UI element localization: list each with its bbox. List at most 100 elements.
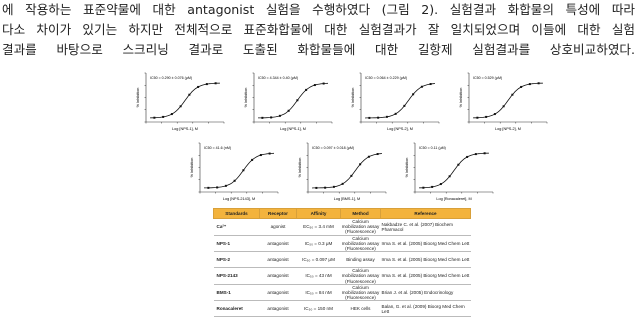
fit-curve	[204, 152, 275, 189]
data-point	[268, 152, 271, 155]
table-cell: Brian J. et al. (2005) Endocrinology	[380, 284, 471, 302]
ic50-label: IC50 = 0.11 (μM)	[419, 146, 446, 150]
fit-curve	[311, 153, 383, 189]
ic50-label: IC50 = 0.290 ± 0.076 (μM)	[150, 76, 192, 80]
table-cell: IC₅₀ = 43 nM	[296, 267, 341, 285]
data-point	[485, 115, 488, 118]
table-cell: NPS-2143	[213, 267, 260, 285]
dose-response-plot: IC50 = 0.529 (μM) % Inhibition Log [NPS-2]…	[459, 72, 548, 131]
data-point	[305, 88, 308, 91]
column-header: Receptor	[259, 208, 297, 219]
x-axis-label: Log [NPS-2], M	[387, 127, 413, 131]
data-point	[259, 154, 262, 157]
data-point	[216, 186, 219, 189]
data-point	[483, 152, 486, 155]
dose-response-plot: IC50 = 41.6 (nM) % Inhibition Log [NPS-214…	[190, 142, 279, 201]
data-point	[493, 113, 496, 116]
data-point	[511, 93, 514, 96]
data-point	[313, 84, 316, 87]
data-point	[170, 113, 173, 116]
dose-response-plot: IC50 = 0.290 ± 0.076 (μM) % Inhibition Log…	[136, 72, 225, 131]
data-point	[520, 85, 523, 88]
table-cell: Calcium mobilization assay (Fluorescence…	[340, 284, 381, 302]
table-cell: Irma S. et al. (2005) Bioorg Med Chem Le…	[380, 235, 471, 253]
data-point	[420, 85, 423, 88]
fit-curve	[472, 82, 544, 119]
data-point	[341, 182, 344, 185]
table-cell: antagonist	[259, 235, 297, 253]
data-point	[359, 163, 362, 166]
data-point	[422, 186, 425, 189]
data-point	[224, 184, 227, 187]
data-point	[287, 109, 290, 112]
y-axis-label: % Inhibition	[459, 88, 463, 108]
y-axis-label: % Inhibition	[244, 88, 248, 108]
x-axis-label: Log [NPS-2], M	[495, 127, 521, 131]
data-point	[429, 83, 432, 86]
data-point	[466, 155, 469, 158]
table-row: BMS-1 antagonist IC₅₀ = 84 nM Calcium mobil…	[213, 284, 471, 302]
table-cell: Irma S. et al. (2005) Bioorg Med Chem Le…	[380, 251, 471, 269]
column-header: Reference	[380, 208, 471, 219]
x-axis-label: Log [NPS-1], M	[280, 127, 306, 131]
table-cell: antagonist	[259, 251, 297, 269]
table-cell: IC₅₀ = 150 nM	[296, 300, 341, 317]
data-point	[457, 163, 460, 166]
axes	[360, 73, 439, 123]
data-point	[251, 158, 254, 161]
table-row: Ronacaleret antagonist IC₅₀ = 150 nM HEK ce…	[213, 300, 471, 317]
y-axis-label: % Inhibition	[190, 158, 194, 178]
data-point	[162, 115, 165, 118]
data-point	[403, 104, 406, 107]
data-point	[278, 114, 281, 117]
data-point	[242, 169, 245, 172]
table-cell: Balan, G. et al. (2009) Bioorg Med Chem …	[380, 300, 471, 317]
data-point	[214, 82, 217, 85]
data-point	[377, 116, 380, 119]
fit-curve	[258, 82, 329, 119]
data-point	[332, 185, 335, 188]
data-point	[385, 115, 388, 118]
dose-response-plot: IC50 = 0.11 (μM) % Inhibition Log [Ronacal…	[405, 142, 494, 201]
table-cell: antagonist	[259, 284, 297, 302]
dose-response-plot: IC50 = 0.097 ± 0.018 (μM) % Inhibition Log…	[298, 142, 387, 201]
text-line: 결과를 바탕으로 스크리닝 결과로 도출된 화합물들에 대한 길항제 실험결과를…	[2, 42, 635, 57]
data-point	[368, 116, 371, 119]
table-cell: IC₅₀ = 0.3 μM	[296, 235, 341, 253]
data-point	[537, 82, 540, 85]
data-point	[205, 83, 208, 86]
data-point	[474, 153, 477, 156]
y-axis-label: % Inhibition	[351, 88, 355, 108]
ic50-label: IC50 = 0.529 (μM)	[473, 76, 502, 80]
table-row: NPS-2143 antagonist IC₅₀ = 43 nM Calcium mo…	[213, 267, 471, 285]
data-point	[188, 93, 191, 96]
data-point	[324, 186, 327, 189]
data-point	[270, 116, 273, 119]
paragraph: 에 작용하는 표준약물에 대한 antagonist 실험을 수행하였다 (그림…	[2, 0, 635, 60]
data-point	[296, 99, 299, 102]
fit-curve	[418, 152, 490, 189]
data-point	[261, 116, 264, 119]
standards-table: Standards Receptor Affinity Method Reference…	[213, 208, 471, 317]
table-cell: antagonist	[259, 300, 297, 317]
data-point	[153, 116, 156, 119]
table-cell: Ca²⁺	[213, 218, 260, 236]
data-point	[476, 116, 479, 119]
ic50-label: IC50 = 0.097 ± 0.018 (μM)	[312, 146, 354, 150]
data-point	[412, 93, 415, 96]
column-header: Standards	[213, 208, 260, 219]
data-point	[439, 183, 442, 186]
data-point	[233, 179, 236, 182]
ic50-label: IC50 = 4.344 ± 0.40 (μM)	[258, 76, 298, 80]
data-point	[322, 82, 325, 85]
table-cell: Ronacaleret	[213, 300, 260, 317]
table-cell: EC₅₀ = 3.4 mM	[296, 218, 341, 236]
axes	[414, 143, 493, 193]
table-cell: Calcium mobilization assay (Fluorescence…	[340, 235, 381, 253]
table-header: Standards Receptor Affinity Method Reference	[213, 208, 471, 219]
table-row: NPS-1 antagonist IC₅₀ = 0.3 μM Calcium mobi…	[213, 235, 471, 253]
axes	[199, 143, 278, 193]
fit-curve	[364, 83, 436, 119]
ic50-label: IC50 = 41.6 (nM)	[204, 146, 231, 150]
